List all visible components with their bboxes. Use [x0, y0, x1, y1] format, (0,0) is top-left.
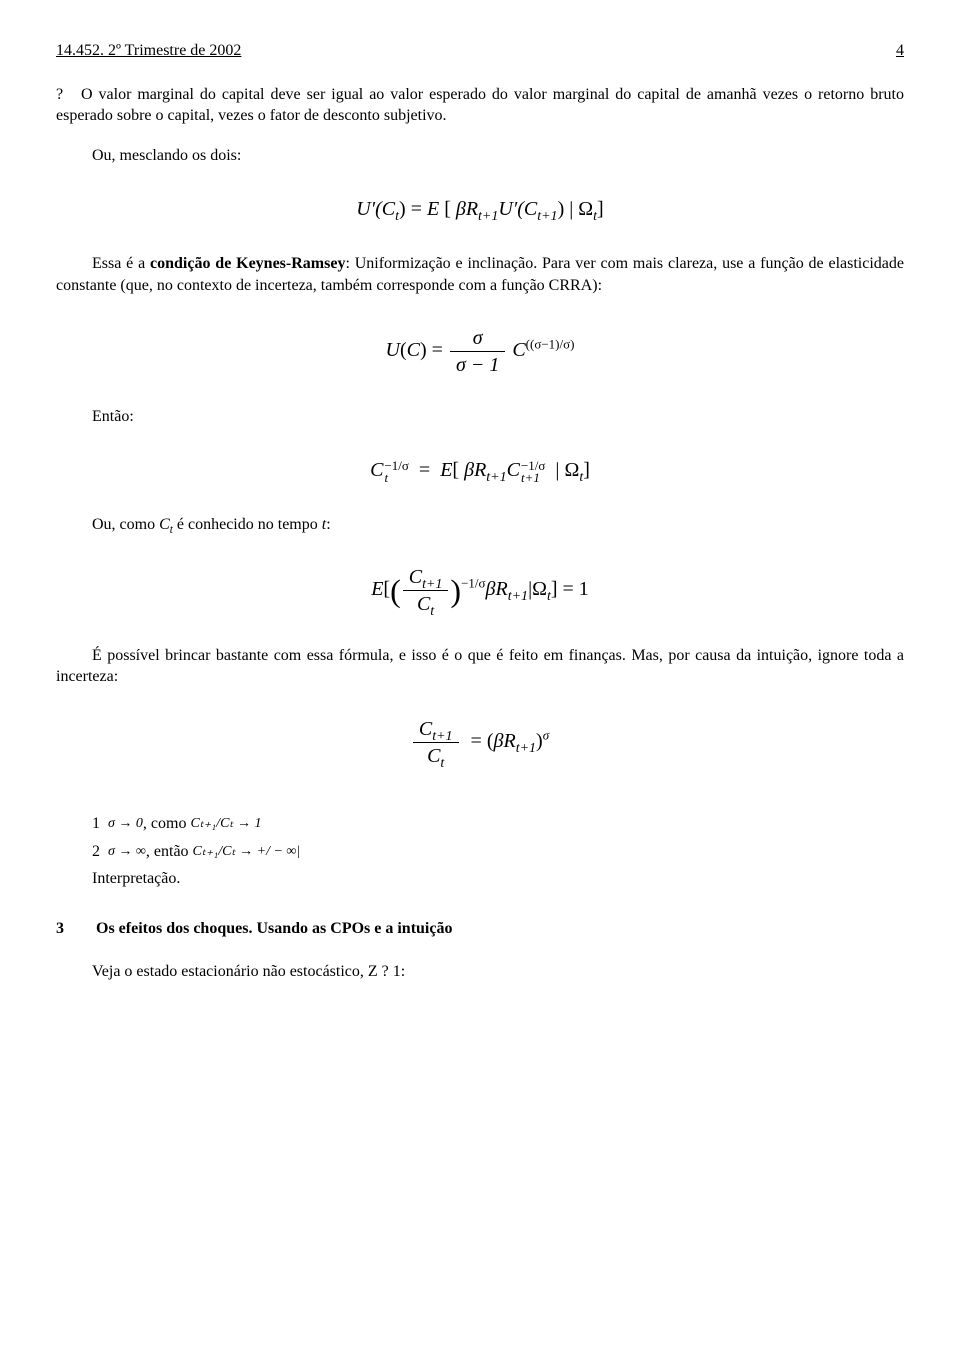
paragraph-5: Ou, como Ct é conhecido no tempo t: — [56, 514, 904, 536]
section-number: 3 — [56, 918, 96, 940]
list-item-interp: Interpretação. — [92, 868, 904, 890]
keynes-ramsey-term: condição de Keynes-Ramsey — [150, 255, 345, 272]
paragraph-7: Veja o estado estacionário não estocásti… — [56, 961, 904, 983]
equation-1: U′(Ct) = E [ βRt+1U′(Ct+1) | Ωt] — [56, 196, 904, 223]
para1-lead: ? — [56, 86, 63, 103]
paragraph-6: É possível brincar bastante com essa fór… — [56, 645, 904, 688]
equation-4: E[( Ct+1 Ct )−1/σβRt+1|Ωt] = 1 — [56, 566, 904, 615]
paragraph-4: Então: — [56, 406, 904, 428]
header-page-number: 4 — [896, 40, 904, 62]
list-item-2: 2 σ → ∞, então Cₜ₊₁/Cₜ → +/ − ∞| — [92, 841, 904, 863]
header-left: 14.452. 2º Trimestre de 2002 — [56, 40, 241, 62]
page-header: 14.452. 2º Trimestre de 2002 4 — [56, 40, 904, 62]
paragraph-1: ? O valor marginal do capital deve ser i… — [56, 84, 904, 127]
section-title: Os efeitos dos choques. Usando as CPOs e… — [96, 920, 452, 937]
paragraph-3: Essa é a condição de Keynes-Ramsey: Unif… — [56, 253, 904, 296]
section-3-heading: 3Os efeitos dos choques. Usando as CPOs … — [56, 918, 904, 940]
para1-body: O valor marginal do capital deve ser igu… — [56, 86, 904, 125]
equation-2: U(C) = σ σ − 1 C((σ−1)/σ) — [56, 327, 904, 376]
paragraph-2: Ou, mesclando os dois: — [56, 145, 904, 167]
equation-5: Ct+1 Ct = (βRt+1)σ — [56, 718, 904, 767]
equation-3: C−1/σt = E[ βRt+1C−1/σt+1 | Ωt] — [56, 457, 904, 484]
list-item-1: 1 σ → 0, como Cₜ₊₁/Cₜ → 1 — [92, 813, 904, 835]
